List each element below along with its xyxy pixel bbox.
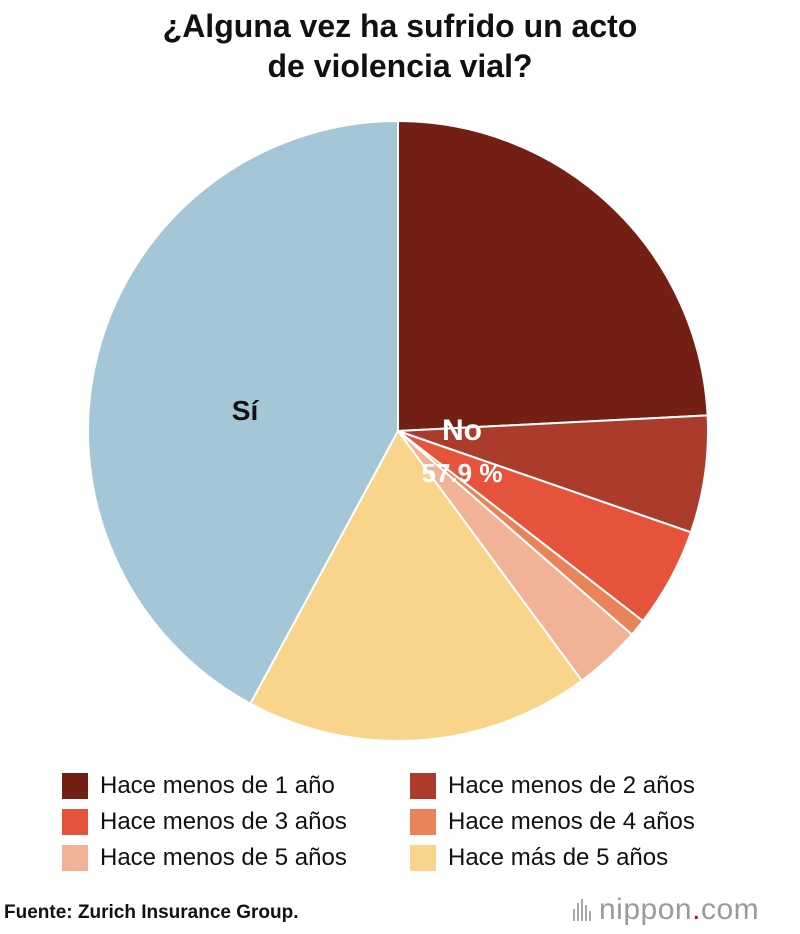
legend-item-menos-3: Hace menos de 3 años bbox=[62, 806, 410, 838]
legend: Hace menos de 1 año Hace menos de 2 años… bbox=[62, 770, 762, 874]
legend-swatch bbox=[410, 845, 436, 871]
brand-name: nippon bbox=[599, 893, 693, 926]
legend-label: Hace menos de 2 años bbox=[448, 772, 695, 799]
chart-title-line-1: ¿Alguna vez ha sufrido un acto bbox=[162, 8, 638, 44]
brand-suffix: com bbox=[700, 893, 760, 926]
legend-swatch bbox=[410, 809, 436, 835]
outer-ring bbox=[87, 120, 709, 742]
chart-title: ¿Alguna vez ha sufrido un acto de violen… bbox=[0, 6, 800, 86]
legend-label: Hace menos de 4 años bbox=[448, 808, 695, 835]
source-note: Fuente: Zurich Insurance Group. bbox=[4, 902, 299, 923]
legend-item-menos-2: Hace menos de 2 años bbox=[410, 770, 750, 802]
outer-slice-si bbox=[87, 120, 399, 705]
brand-logo: nippon. com bbox=[573, 893, 759, 927]
legend-swatch bbox=[410, 773, 436, 799]
slice-label-no: No bbox=[442, 414, 482, 447]
outer-slice-hace-mas-de-5-anos bbox=[249, 430, 583, 742]
legend-label: Hace más de 5 años bbox=[448, 844, 669, 871]
legend-swatch bbox=[62, 773, 88, 799]
slice-label-si: Sí bbox=[232, 395, 260, 426]
legend-label: Hace menos de 3 años bbox=[100, 808, 347, 835]
legend-swatch bbox=[62, 809, 88, 835]
chart-title-line-2: de violencia vial? bbox=[267, 48, 533, 84]
legend-item-menos-5: Hace menos de 5 años bbox=[62, 842, 410, 874]
brand-bars-icon bbox=[573, 899, 593, 921]
legend-label: Hace menos de 1 año bbox=[100, 772, 335, 799]
outer-slice-hace-menos-de-1-ano bbox=[397, 120, 709, 432]
legend-item-menos-1: Hace menos de 1 año bbox=[62, 770, 410, 802]
slice-value-no: 57.9 % bbox=[422, 458, 503, 488]
legend-label: Hace menos de 5 años bbox=[100, 844, 347, 871]
legend-item-mas-5: Hace más de 5 años bbox=[410, 842, 750, 874]
brand-dot: . bbox=[692, 893, 701, 926]
legend-item-menos-4: Hace menos de 4 años bbox=[410, 806, 750, 838]
outer-slice-hace-menos-de-2-anos bbox=[397, 414, 709, 534]
donut-chart: Sí No 57.9 % bbox=[87, 120, 709, 742]
legend-swatch bbox=[62, 845, 88, 871]
